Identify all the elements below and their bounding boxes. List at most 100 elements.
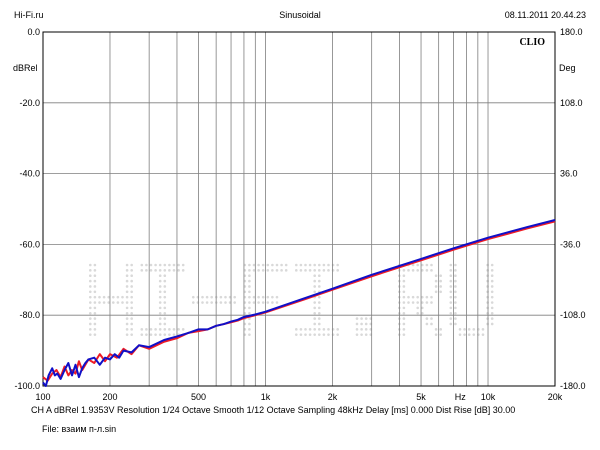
watermark-dot — [248, 301, 251, 304]
watermark-dot — [327, 269, 330, 272]
y-tick-label-left: -20.0 — [19, 98, 40, 108]
y-tick-label-right: -36.0 — [560, 239, 581, 249]
watermark-dot — [336, 333, 339, 336]
x-tick-label: 10k — [481, 392, 496, 402]
x-tick-label: 100 — [35, 392, 50, 402]
watermark-dot — [327, 333, 330, 336]
watermark-dot — [449, 290, 453, 294]
watermark-dot — [158, 285, 162, 288]
watermark-dot — [425, 317, 429, 320]
watermark-dot — [317, 317, 321, 320]
watermark-dot — [248, 279, 251, 283]
watermark-dot — [130, 317, 133, 320]
watermark-dot — [317, 301, 321, 304]
watermark-dot — [434, 290, 438, 294]
watermark-dot — [163, 328, 167, 331]
y-tick-label-left: -80.0 — [19, 310, 40, 320]
watermark-dot — [111, 301, 115, 304]
watermark-dot — [125, 317, 129, 320]
watermark-dot — [322, 333, 326, 336]
watermark-dot — [88, 295, 92, 299]
watermark-dot — [425, 263, 429, 267]
watermark-dot — [130, 295, 133, 299]
watermark-dot — [317, 333, 321, 336]
watermark-dot — [294, 263, 298, 267]
watermark-dot — [130, 328, 133, 331]
watermark-dot — [434, 274, 438, 278]
watermark-dot — [490, 285, 494, 288]
footer-settings: CH A dBRel 1.9353V Resolution 1/24 Octav… — [31, 405, 515, 415]
footer-file: File: взаим п-л.sin — [42, 424, 116, 434]
watermark-dot — [317, 279, 321, 283]
watermark-dot — [93, 328, 97, 331]
watermark-dot — [125, 301, 129, 304]
watermark-dot — [93, 263, 97, 267]
watermark-dot — [275, 295, 279, 299]
watermark-dot — [271, 301, 274, 304]
watermark-dot — [145, 328, 148, 331]
watermark-dot — [420, 263, 424, 267]
watermark-dot — [486, 263, 489, 267]
watermark-dot — [248, 328, 251, 331]
watermark-dot — [257, 301, 260, 304]
watermark-dot — [449, 279, 453, 283]
watermark-dot — [313, 263, 316, 267]
watermark-dot — [125, 328, 129, 331]
clio-logo: CLIO — [519, 37, 545, 48]
watermark-dot — [355, 333, 359, 336]
watermark-dot — [88, 311, 92, 315]
watermark-dot — [88, 328, 92, 331]
watermark-dot — [158, 301, 162, 304]
watermark-dot — [313, 322, 316, 326]
watermark-dot — [149, 328, 153, 331]
watermark-dot — [313, 274, 316, 278]
watermark-dot — [205, 295, 209, 299]
watermark-dot — [317, 322, 321, 326]
watermark-dot — [116, 301, 120, 304]
watermark-dot — [317, 285, 321, 288]
watermark-dot — [158, 333, 162, 336]
watermark-dot — [449, 306, 453, 310]
watermark-dot — [172, 333, 176, 336]
x-tick-label: 20k — [548, 392, 563, 402]
y-tick-label-right: -108.0 — [560, 310, 586, 320]
watermark-dot — [145, 263, 148, 267]
watermark-dot — [458, 333, 462, 336]
watermark-dot — [439, 290, 442, 294]
watermark-dot — [248, 295, 251, 299]
watermark-dot — [163, 301, 167, 304]
watermark-dot — [313, 269, 316, 272]
watermark-dot — [308, 269, 312, 272]
watermark-dot — [248, 333, 251, 336]
watermark-dot — [149, 269, 153, 272]
watermark-dot — [233, 301, 236, 304]
watermark-dot — [364, 328, 368, 331]
watermark-dot — [158, 269, 162, 272]
watermark-dot — [140, 328, 144, 331]
watermark-dot — [490, 311, 494, 315]
watermark-dot — [299, 328, 303, 331]
watermark-dot — [402, 322, 406, 326]
watermark-dot — [486, 269, 489, 272]
watermark-dot — [486, 306, 489, 310]
watermark-dot — [416, 311, 419, 315]
watermark-dot — [486, 279, 489, 283]
watermark-dot — [275, 263, 279, 267]
watermark-dot — [93, 269, 97, 272]
watermark-dot — [177, 263, 180, 267]
watermark-dot — [163, 269, 167, 272]
watermark-dot — [172, 269, 176, 272]
watermark-dot — [416, 269, 419, 272]
watermark-dot — [411, 269, 415, 272]
watermark-dot — [360, 328, 363, 331]
watermark-dot — [177, 328, 180, 331]
watermark-dot — [130, 274, 133, 278]
watermark-dot — [407, 301, 410, 304]
watermark-dot — [454, 269, 457, 272]
y-tick-label-left: -40.0 — [19, 169, 40, 179]
watermark-dot — [486, 301, 489, 304]
watermark-dot — [402, 306, 406, 310]
watermark-dot — [121, 295, 124, 299]
watermark-dot — [224, 301, 227, 304]
watermark-dot — [490, 317, 494, 320]
